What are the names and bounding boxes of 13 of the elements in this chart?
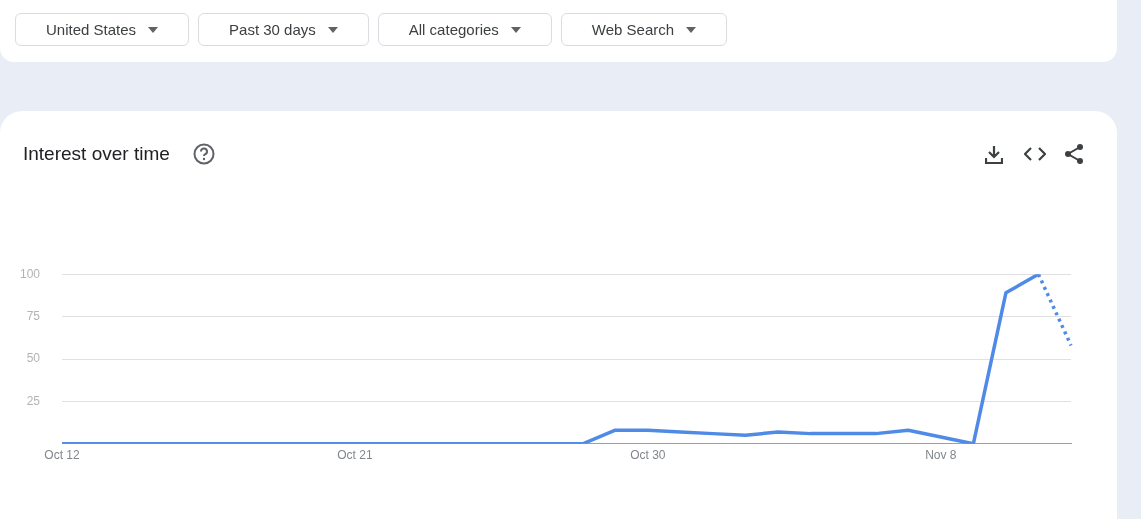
text: Past 30 days xyxy=(229,21,316,38)
text: Web Search xyxy=(591,21,675,38)
x-tick-label: Nov 8 xyxy=(925,448,957,463)
x-tick-label: Oct 21 xyxy=(337,448,373,463)
y-tick-label: 50 xyxy=(26,351,41,366)
text: United States xyxy=(46,21,137,38)
chart-title: Interest over time xyxy=(23,143,170,165)
text: All categories xyxy=(408,21,499,38)
y-tick-label: 75 xyxy=(26,308,41,323)
y-tick-label: 100 xyxy=(19,266,41,281)
x-tick-label: Oct 30 xyxy=(630,448,666,463)
x-tick-label: Oct 12 xyxy=(44,448,80,463)
y-tick-label: 25 xyxy=(26,393,41,408)
